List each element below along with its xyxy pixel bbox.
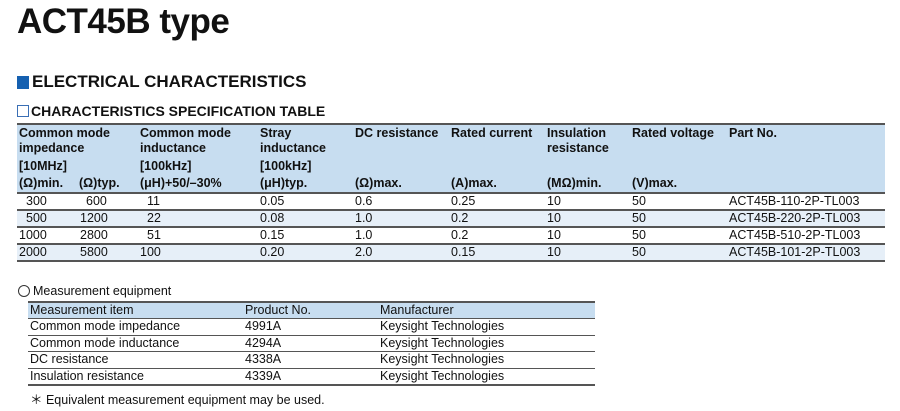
- header-manufacturer: Manufacturer: [380, 303, 454, 317]
- table-cell: 4294A: [245, 335, 282, 350]
- table-cell: 5800: [80, 245, 108, 259]
- header-inductance: Common mode inductance: [140, 126, 231, 155]
- table-cell: 4338A: [245, 352, 282, 366]
- table-cell: DC resistance: [30, 352, 109, 366]
- page-title: ACT45B type: [17, 2, 230, 41]
- table-cell: Keysight Technologies: [380, 352, 505, 366]
- table-cell: 4991A: [245, 319, 282, 333]
- table-cell: 1.0: [355, 228, 373, 242]
- table-cell: ACT45B-110-2P-TL003: [729, 194, 860, 208]
- table-row: Common mode inductance 4294A Keysight Tech…: [28, 335, 595, 352]
- header-impedance: Common mode impedance: [19, 126, 110, 155]
- table-cell: 11: [147, 194, 160, 208]
- header-dc-unit: (Ω)max.: [355, 176, 402, 190]
- table-cell: 50: [632, 194, 646, 208]
- header-inductance-unit: (μH)+50/–30%: [140, 176, 222, 190]
- table-cell: ACT45B-101-2P-TL003: [729, 245, 861, 259]
- footnote: ＊ Equivalent measurement equipment may b…: [30, 393, 325, 407]
- table-cell: 0.2: [451, 228, 469, 242]
- section-title: ELECTRICAL CHARACTERISTICS: [17, 72, 307, 92]
- header-stray-cond: [100kHz]: [260, 159, 312, 173]
- table-cell: ACT45B-510-2P-TL003: [729, 228, 861, 242]
- table-cell: 50: [632, 245, 646, 259]
- table-cell: 51: [147, 228, 161, 242]
- table-cell: 100: [140, 245, 161, 259]
- spec-table-title: CHARACTERISTICS SPECIFICATION TABLE: [17, 103, 325, 119]
- table-cell: 10: [547, 228, 561, 242]
- table-row: DC resistance 4338A Keysight Technologies: [28, 351, 595, 369]
- table-cell: Keysight Technologies: [380, 368, 505, 383]
- table-cell: 10: [547, 194, 561, 208]
- header-stray: Stray inductance: [260, 126, 326, 155]
- table-cell: 0.25: [451, 194, 476, 208]
- table-cell: 50: [632, 211, 646, 225]
- table-cell: 1.0: [355, 211, 373, 225]
- header-item: Measurement item: [30, 303, 134, 317]
- table-cell: 10: [547, 211, 561, 225]
- hollow-square-icon: [17, 105, 29, 117]
- table-cell: 0.15: [260, 228, 285, 242]
- header-insulation: Insulation resistance: [547, 126, 609, 155]
- table-cell: Common mode inductance: [30, 335, 180, 350]
- header-part: Part No.: [729, 126, 777, 140]
- table-cell: ACT45B-220-2P-TL003: [729, 211, 861, 225]
- table-cell: Common mode impedance: [30, 319, 181, 333]
- table-row: Insulation resistance 4339A Keysight Techn…: [28, 368, 595, 385]
- table-row: 500 1200 22 0.08 1.0 0.2 10 50 ACT45B-220-2P-TL0…: [17, 210, 885, 227]
- table-cell: 50: [632, 228, 646, 242]
- header-product: Product No.: [245, 303, 312, 317]
- header-inductance-cond: [100kHz]: [140, 159, 192, 173]
- table-cell: 0.6: [355, 194, 373, 208]
- header-current: Rated current: [451, 126, 533, 140]
- header-impedance-min: (Ω)min.: [19, 176, 64, 190]
- square-bullet-icon: [17, 75, 29, 89]
- table-cell: 300: [26, 194, 47, 208]
- table-cell: 4339A: [245, 368, 282, 383]
- header-insulation-unit: (MΩ)min.: [547, 176, 602, 190]
- table-cell: 22: [147, 211, 161, 225]
- header-impedance-typ: (Ω)typ.: [79, 176, 120, 190]
- spec-table: Common mode impedance Common mode induct…: [17, 123, 885, 262]
- header-dc: DC resistance: [355, 126, 439, 140]
- header-impedance-cond: [10MHz]: [19, 159, 67, 173]
- table-row: 1000 2800 51 0.15 1.0 0.2 10 50 ACT45B-510-2P-TL…: [17, 227, 885, 244]
- table-cell: 2800: [80, 228, 108, 242]
- table-cell: 10: [547, 245, 561, 259]
- header-stray-unit: (μH)typ.: [260, 176, 308, 190]
- table-cell: 500: [26, 211, 47, 225]
- table-row: 300 600 11 0.05 0.6 0.25 10 50 ACT45B-110-2P-TL0…: [17, 193, 885, 210]
- header-voltage-unit: (V)max.: [632, 176, 678, 190]
- table-cell: 0.20: [260, 245, 285, 259]
- table-cell: 1200: [80, 211, 108, 225]
- table-cell: 600: [86, 194, 107, 208]
- measurement-table: Measurement item Product No. Manufacture…: [28, 301, 595, 386]
- header-voltage: Rated voltage: [632, 126, 714, 140]
- table-cell: Insulation resistance: [30, 368, 144, 383]
- header-current-unit: (A)max.: [451, 176, 497, 190]
- table-row: Common mode impedance 4991A Keysight Techn…: [28, 318, 595, 336]
- table-cell: 1000: [19, 228, 47, 242]
- table-cell: Keysight Technologies: [380, 319, 505, 333]
- table-cell: 2000: [19, 245, 47, 259]
- table-cell: 0.15: [451, 245, 476, 259]
- circle-bullet-icon: [18, 285, 30, 297]
- table-cell: 0.08: [260, 211, 285, 225]
- table-cell: 0.05: [260, 194, 285, 208]
- measurement-title: Measurement equipment: [18, 284, 171, 298]
- table-cell: Keysight Technologies: [380, 335, 505, 350]
- table-cell: 2.0: [355, 245, 373, 259]
- table-cell: 0.2: [451, 211, 469, 225]
- table-row: 2000 5800 100 0.20 2.0 0.15 10 50 ACT45B-101-2P-…: [17, 244, 885, 261]
